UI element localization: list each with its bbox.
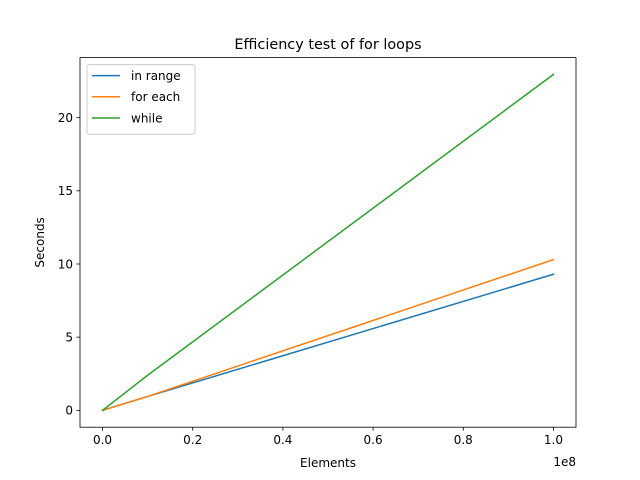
legend-label-in-range: in range xyxy=(131,69,181,83)
plot-series xyxy=(101,73,555,412)
x-tick-label: 1.0 xyxy=(544,433,563,447)
legend-label-for-each: for each xyxy=(131,90,180,104)
legend-label-while: while xyxy=(131,111,162,125)
x-tick-label: 0.8 xyxy=(454,433,473,447)
series-line-for-each xyxy=(101,258,555,412)
y-axis: 0 5 10 15 20 xyxy=(58,111,80,418)
y-tick-label: 20 xyxy=(58,111,73,125)
legend: in range for each while xyxy=(86,64,196,135)
x-tick-label: 0.6 xyxy=(364,433,383,447)
series-line-while xyxy=(101,73,555,412)
chart-title: Efficiency test of for loops xyxy=(234,37,421,53)
x-axis-offset-label: 1e8 xyxy=(553,455,576,469)
y-tick-label: 5 xyxy=(65,330,73,344)
y-tick-label: 10 xyxy=(58,257,73,271)
legend-box xyxy=(86,64,196,135)
x-axis: 0.0 0.2 0.4 0.6 0.8 1.0 xyxy=(93,427,563,447)
x-tick-label: 0.0 xyxy=(93,433,112,447)
plot-frame xyxy=(79,57,577,428)
y-tick-label: 15 xyxy=(58,184,73,198)
x-tick-label: 0.4 xyxy=(273,433,292,447)
y-tick-label: 0 xyxy=(65,404,73,418)
x-tick-label: 0.2 xyxy=(183,433,202,447)
y-axis-label: Seconds xyxy=(33,217,47,267)
x-axis-label: Elements xyxy=(300,456,356,470)
